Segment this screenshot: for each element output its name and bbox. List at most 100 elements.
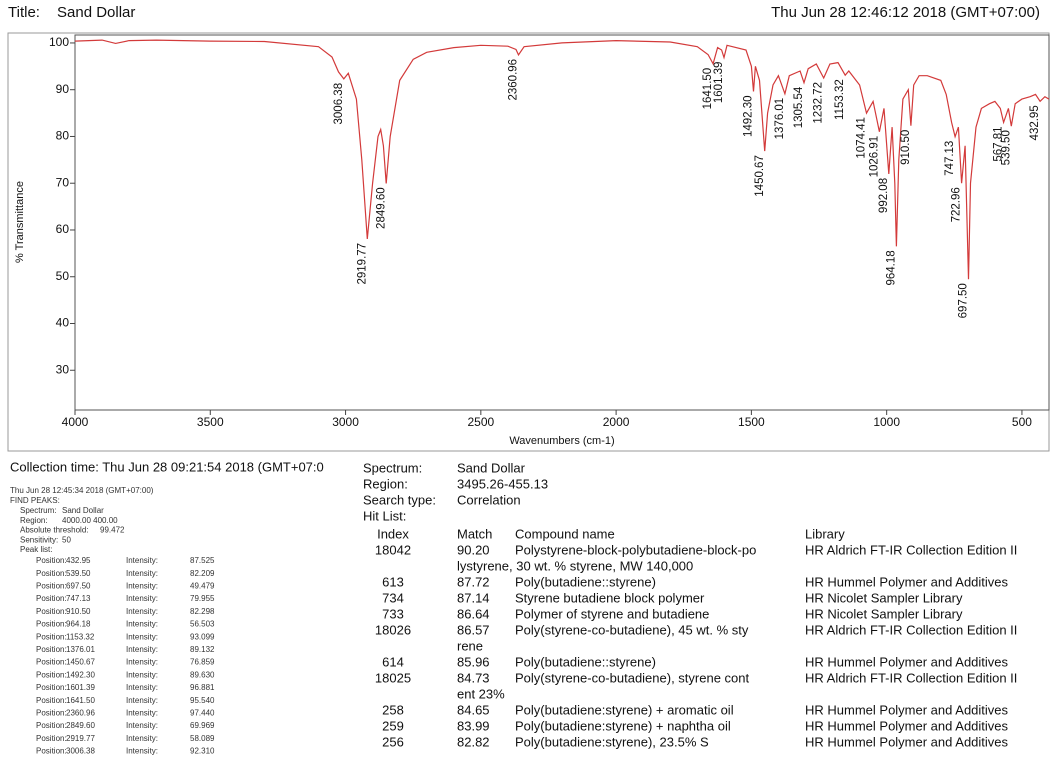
title: Sand Dollar xyxy=(57,4,135,21)
hit-index: 733 xyxy=(382,606,404,621)
fp-intensity-label: Intensity: xyxy=(126,556,158,565)
hit-name: Polystyrene-block-polybutadiene-block-po xyxy=(515,542,756,557)
peak-label: 992.08 xyxy=(878,178,890,213)
search-field-label: Region: xyxy=(363,476,408,491)
fp-position-label: Position: xyxy=(36,670,67,679)
fp-intensity-label: Intensity: xyxy=(126,620,158,629)
peak-label: 1232.72 xyxy=(813,82,825,124)
fp-intensity-label: Intensity: xyxy=(126,670,158,679)
peak-label: 539.50 xyxy=(1000,130,1012,165)
hit-index: 614 xyxy=(382,654,404,669)
x-tick-label: 1000 xyxy=(873,415,900,429)
hit-library: HR Aldrich FT-IR Collection Edition II xyxy=(805,542,1017,557)
hit-library: HR Hummel Polymer and Additives xyxy=(805,702,1009,717)
y-tick-label: 90 xyxy=(56,82,70,96)
peak-label: 2919.77 xyxy=(356,243,368,285)
collection-time: Collection time: Thu Jun 28 09:21:54 201… xyxy=(10,459,324,474)
title-label: Title: xyxy=(8,4,40,21)
hit-name: Poly(styrene-co-butadiene), 45 wt. % sty xyxy=(515,622,749,637)
peak-label: 2849.60 xyxy=(375,187,387,229)
hit-name: Poly(butadiene:styrene) + naphtha oil xyxy=(515,718,731,733)
y-tick-label: 80 xyxy=(56,129,70,143)
search-field-value: Sand Dollar xyxy=(457,460,526,475)
hit-library: HR Nicolet Sampler Library xyxy=(805,606,963,621)
hit-name: Poly(styrene-co-butadiene), styrene cont xyxy=(515,670,750,685)
fp-position-label: Position: xyxy=(36,709,67,718)
hit-library: HR Hummel Polymer and Additives xyxy=(805,734,1009,749)
fp-position: 432.95 xyxy=(66,556,91,565)
fp-intensity-label: Intensity: xyxy=(126,607,158,616)
fp-intensity-label: Intensity: xyxy=(126,734,158,743)
peak-label: 722.96 xyxy=(951,187,963,222)
fp-position-label: Position: xyxy=(36,620,67,629)
hit-index: 734 xyxy=(382,590,404,605)
hit-name: Styrene butadiene block polymer xyxy=(515,590,705,605)
column-header: Library xyxy=(805,526,845,541)
peak-label: 1026.91 xyxy=(868,136,880,178)
x-tick-label: 3000 xyxy=(332,415,359,429)
peak-label: 747.13 xyxy=(944,141,956,176)
y-tick-label: 60 xyxy=(56,222,70,236)
x-tick-label: 2000 xyxy=(603,415,630,429)
fp-position-label: Position: xyxy=(36,607,67,616)
peak-label: 432.95 xyxy=(1029,105,1041,140)
fp-intensity: 96.881 xyxy=(190,683,215,692)
peak-label: 1074.41 xyxy=(856,117,868,159)
fp-position-label: Position: xyxy=(36,721,67,730)
fp-field-label: Spectrum: xyxy=(20,506,56,515)
plot-area xyxy=(74,34,1050,411)
hit-match: 86.57 xyxy=(457,622,490,637)
fp-position: 1376.01 xyxy=(66,645,95,654)
fp-intensity: 92.310 xyxy=(190,747,215,756)
hit-name: Poly(butadiene:styrene), 23.5% S xyxy=(515,734,709,749)
peak-label: 1601.39 xyxy=(713,62,725,104)
hit-name: Poly(butadiene::styrene) xyxy=(515,574,656,589)
fp-field-value: 4000.00 400.00 xyxy=(62,516,118,525)
fp-position: 1153.32 xyxy=(66,632,95,641)
y-tick-label: 100 xyxy=(49,35,69,49)
column-header: Match xyxy=(457,526,492,541)
fp-intensity-label: Intensity: xyxy=(126,683,158,692)
fp-position: 910.50 xyxy=(66,607,91,616)
fp-position: 1641.50 xyxy=(66,696,95,705)
hit-match: 84.73 xyxy=(457,670,490,685)
hit-index: 259 xyxy=(382,718,404,733)
fp-position: 2360.96 xyxy=(66,709,95,718)
hit-match: 87.14 xyxy=(457,590,490,605)
search-field-value: Correlation xyxy=(457,492,521,507)
fp-position-label: Position: xyxy=(36,658,67,667)
fp-position: 697.50 xyxy=(66,582,91,591)
peak-label: 1305.54 xyxy=(793,86,805,128)
hit-library: HR Aldrich FT-IR Collection Edition II xyxy=(805,622,1017,637)
fp-position-label: Position: xyxy=(36,645,67,654)
hit-index: 258 xyxy=(382,702,404,717)
peak-label: 1641.50 xyxy=(702,68,714,110)
y-tick-label: 70 xyxy=(56,175,70,189)
fp-intensity: 93.099 xyxy=(190,632,215,641)
fp-intensity: 89.630 xyxy=(190,670,215,679)
y-axis-label: % Transmittance xyxy=(14,181,26,263)
fp-intensity: 95.540 xyxy=(190,696,215,705)
fp-position: 3006.38 xyxy=(66,747,95,756)
fp-position-label: Position: xyxy=(36,734,67,743)
chart-frame xyxy=(7,32,1050,452)
fp-field-value: 99.472 xyxy=(100,526,125,535)
fp-position-label: Position: xyxy=(36,683,67,692)
fp-intensity-label: Intensity: xyxy=(126,645,158,654)
fp-position: 2919.77 xyxy=(66,734,95,743)
x-tick-label: 4000 xyxy=(62,415,89,429)
peak-label: 567.81 xyxy=(993,126,1005,161)
fp-heading: FIND PEAKS: xyxy=(10,496,60,505)
fp-intensity-label: Intensity: xyxy=(126,594,158,603)
hit-match: 90.20 xyxy=(457,542,490,557)
x-tick-label: 2500 xyxy=(467,415,494,429)
fp-intensity-label: Intensity: xyxy=(126,569,158,578)
fp-position-label: Position: xyxy=(36,556,67,565)
hit-match: 85.96 xyxy=(457,654,490,669)
hit-match: 86.64 xyxy=(457,606,490,621)
fp-intensity: 89.132 xyxy=(190,645,215,654)
spectrum-line xyxy=(74,39,1050,280)
fp-field-label: Region: xyxy=(20,516,48,525)
peak-label: 910.50 xyxy=(900,130,912,165)
